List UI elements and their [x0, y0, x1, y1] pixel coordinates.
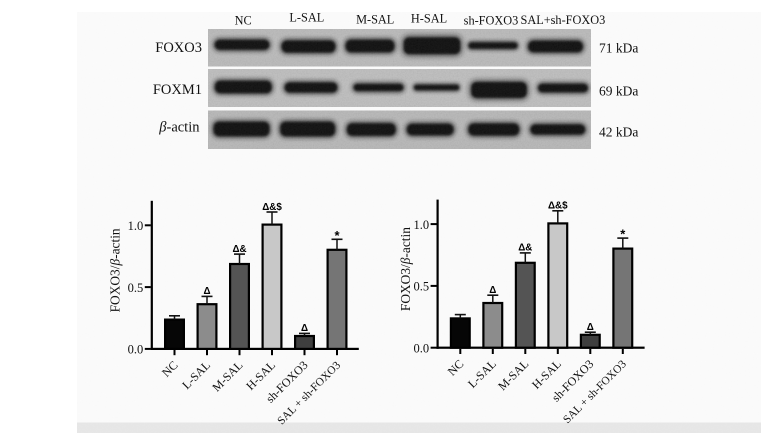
svg-text:0.0: 0.0	[128, 343, 144, 357]
svg-text:*: *	[334, 228, 340, 243]
svg-text:1.0: 1.0	[128, 219, 144, 233]
svg-text:L-SAL: L-SAL	[289, 10, 324, 24]
svg-text:SAL+sh-FOXO3: SAL+sh-FOXO3	[520, 13, 605, 27]
svg-text:1.0: 1.0	[413, 218, 429, 232]
svg-text:NC: NC	[235, 13, 252, 27]
svg-text:M-SAL: M-SAL	[356, 12, 394, 26]
svg-text:71 kDa: 71 kDa	[599, 41, 638, 56]
svg-text:FOXO3: FOXO3	[155, 40, 202, 56]
svg-text:Δ: Δ	[587, 322, 594, 333]
svg-text:H-SAL: H-SAL	[411, 12, 447, 26]
svg-text:sh-FOXO3: sh-FOXO3	[464, 14, 519, 28]
svg-text:Δ: Δ	[489, 285, 496, 296]
svg-text:0.5: 0.5	[413, 280, 429, 294]
svg-text:Δ&: Δ&	[232, 244, 246, 255]
svg-text:Δ&$: Δ&$	[262, 202, 282, 213]
svg-text:FOXO3/β-actin: FOXO3/β-actin	[398, 227, 413, 311]
svg-text:Δ&: Δ&	[518, 243, 532, 254]
svg-text:FOXM1: FOXM1	[153, 82, 202, 98]
svg-text:42 kDa: 42 kDa	[599, 125, 638, 140]
svg-text:Δ: Δ	[203, 286, 210, 297]
svg-text:FOXO3/β-actin: FOXO3/β-actin	[108, 228, 123, 312]
svg-text:0.5: 0.5	[128, 281, 144, 295]
svg-text:Δ&$: Δ&$	[548, 201, 568, 212]
svg-text:0.0: 0.0	[413, 342, 429, 356]
svg-text:Δ: Δ	[301, 323, 308, 334]
svg-text:β-actin: β-actin	[158, 120, 200, 136]
svg-text:*: *	[620, 227, 626, 242]
svg-text:69 kDa: 69 kDa	[599, 84, 638, 99]
